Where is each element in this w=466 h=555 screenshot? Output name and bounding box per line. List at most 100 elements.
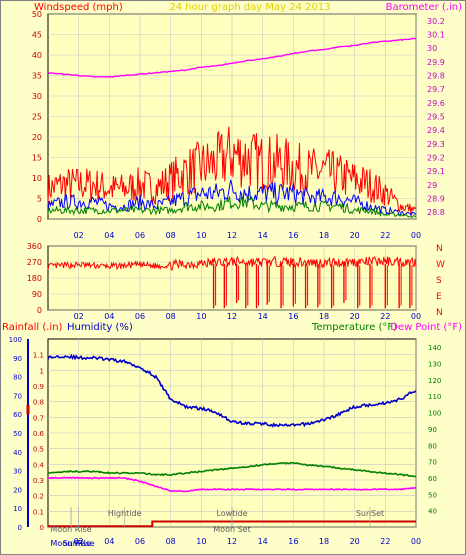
direction-y-tick-label: 180: [27, 274, 42, 283]
temperature-line: [47, 461, 417, 478]
wind-y-tick-label: 5: [37, 195, 42, 204]
event-label: Moon Rise: [50, 525, 91, 534]
direction-x-tick-label: 12: [227, 312, 237, 321]
barometer-tick-label: 28.8: [427, 208, 445, 217]
wind-y-tick-label: 50: [32, 10, 42, 19]
wind-axis-title: Windspeed (mph): [34, 2, 123, 13]
wind-x-tick-label: 20: [350, 231, 360, 240]
wind-x-tick-label: 00: [411, 231, 421, 240]
temperature-axis-title: Temperature (°F): [311, 322, 397, 333]
temperature-tick-label: 70: [428, 459, 437, 467]
event-label: Moon Set: [213, 525, 250, 534]
rain-tick-label: 0.7: [33, 414, 44, 422]
dew-point-axis-title: Dew Point (°F): [390, 322, 462, 333]
humidity-tick-label: 100: [9, 336, 22, 344]
humidity-tick-label: 40: [13, 449, 22, 457]
humidity-x-tick-label: 00: [411, 537, 421, 546]
rain-tick-label: 0.6: [33, 430, 45, 438]
barometer-tick-label: 29.7: [427, 85, 445, 94]
compass-label: E: [436, 292, 442, 302]
humidity-x-tick-label: 20: [350, 537, 360, 546]
direction-x-tick-label: 08: [166, 312, 176, 321]
wind-series-line: [47, 179, 417, 217]
event-label: Moon Rise: [50, 539, 91, 548]
barometer-tick-label: 29.6: [427, 99, 445, 108]
rain-tick-label: 0.4: [33, 461, 45, 469]
rain-axis-title: Rainfall (.in): [2, 322, 63, 333]
rain-tick-label: 0.1: [33, 508, 44, 516]
direction-line: [47, 255, 417, 271]
humidity-x-tick-label: 18: [319, 537, 329, 546]
wind-y-tick-label: 20: [32, 133, 42, 142]
humidity-tick-label: 30: [13, 468, 22, 476]
wind-y-tick-label: 45: [32, 31, 42, 40]
compass-label: W: [436, 260, 445, 270]
wind-y-tick-label: 25: [32, 113, 42, 122]
humidity-axis-title: Humidity (%): [67, 322, 133, 333]
rain-tick-label: 0.8: [33, 399, 44, 407]
barometer-line: [47, 37, 417, 78]
temperature-tick-label: 120: [428, 377, 441, 385]
humidity-tick-label: 20: [13, 486, 22, 494]
rain-tick-label: 1.1: [33, 352, 44, 360]
wind-x-tick-label: 10: [196, 231, 206, 240]
rain-tick-label: 0.9: [33, 383, 44, 391]
direction-x-tick-label: 06: [135, 312, 145, 321]
barometer-tick-label: 28.9: [427, 195, 445, 204]
humidity-x-tick-label: 06: [135, 537, 145, 546]
compass-label: N: [436, 244, 443, 254]
humidity-x-tick-label: 12: [227, 537, 237, 546]
wind-y-tick-label: 10: [32, 174, 42, 183]
humidity-tick-label: 80: [13, 374, 22, 382]
barometer-tick-label: 29.1: [427, 167, 445, 176]
temperature-tick-label: 100: [428, 410, 441, 418]
rain-tick-label: 1: [40, 367, 44, 375]
direction-y-tick-label: 0: [37, 306, 42, 315]
wind-x-tick-label: 14: [258, 231, 268, 240]
direction-x-tick-label: 16: [288, 312, 298, 321]
direction-x-tick-label: 20: [350, 312, 360, 321]
humidity-x-tick-label: 04: [104, 537, 114, 546]
compass-label: N: [436, 308, 443, 318]
wind-x-tick-label: 04: [104, 231, 114, 240]
barometer-tick-label: 30.2: [427, 17, 445, 26]
barometer-tick-label: 29.4: [427, 126, 445, 135]
dew-point-line: [47, 476, 417, 493]
temperature-tick-label: 90: [428, 426, 437, 434]
direction-y-tick-label: 90: [32, 290, 42, 299]
wind-y-tick-label: 35: [32, 72, 42, 81]
temperature-tick-label: 110: [428, 393, 441, 401]
wind-y-tick-label: 30: [32, 92, 42, 101]
temperature-tick-label: 60: [428, 475, 437, 483]
barometer-tick-label: 29.2: [427, 154, 445, 163]
rain-tick-label: 0.3: [33, 477, 44, 485]
humidity-x-tick-label: 22: [380, 537, 390, 546]
wind-x-tick-label: 08: [166, 231, 176, 240]
wind-x-tick-label: 22: [380, 231, 390, 240]
humidity-tick-label: 90: [13, 355, 22, 363]
event-label: SunSet: [356, 509, 384, 518]
direction-y-tick-label: 360: [27, 242, 42, 251]
direction-x-tick-label: 14: [258, 312, 268, 321]
wind-y-tick-label: 15: [32, 154, 42, 163]
temperature-tick-label: 40: [428, 508, 437, 516]
wind-x-tick-label: 06: [135, 231, 145, 240]
wind-series-line: [47, 126, 417, 214]
wind-x-tick-label: 02: [74, 231, 84, 240]
temperature-tick-label: 130: [428, 361, 441, 369]
direction-x-tick-label: 18: [319, 312, 329, 321]
chart-title: 24 hour graph day May 24 2013: [169, 2, 330, 13]
direction-x-tick-label: 22: [380, 312, 390, 321]
humidity-tick-label: 60: [13, 411, 22, 419]
humidity-tick-label: 50: [13, 430, 22, 438]
humidity-line: [47, 353, 417, 428]
direction-x-tick-label: 00: [411, 312, 421, 321]
humidity-x-tick-label: 14: [258, 537, 268, 546]
wind-y-tick-label: 40: [32, 51, 42, 60]
wind-x-tick-label: 16: [288, 231, 298, 240]
rainfall-line: [48, 520, 416, 528]
rain-tick-label: 0: [40, 524, 44, 532]
humidity-tick-label: 0: [18, 524, 22, 532]
event-label: Hightide: [108, 509, 142, 518]
